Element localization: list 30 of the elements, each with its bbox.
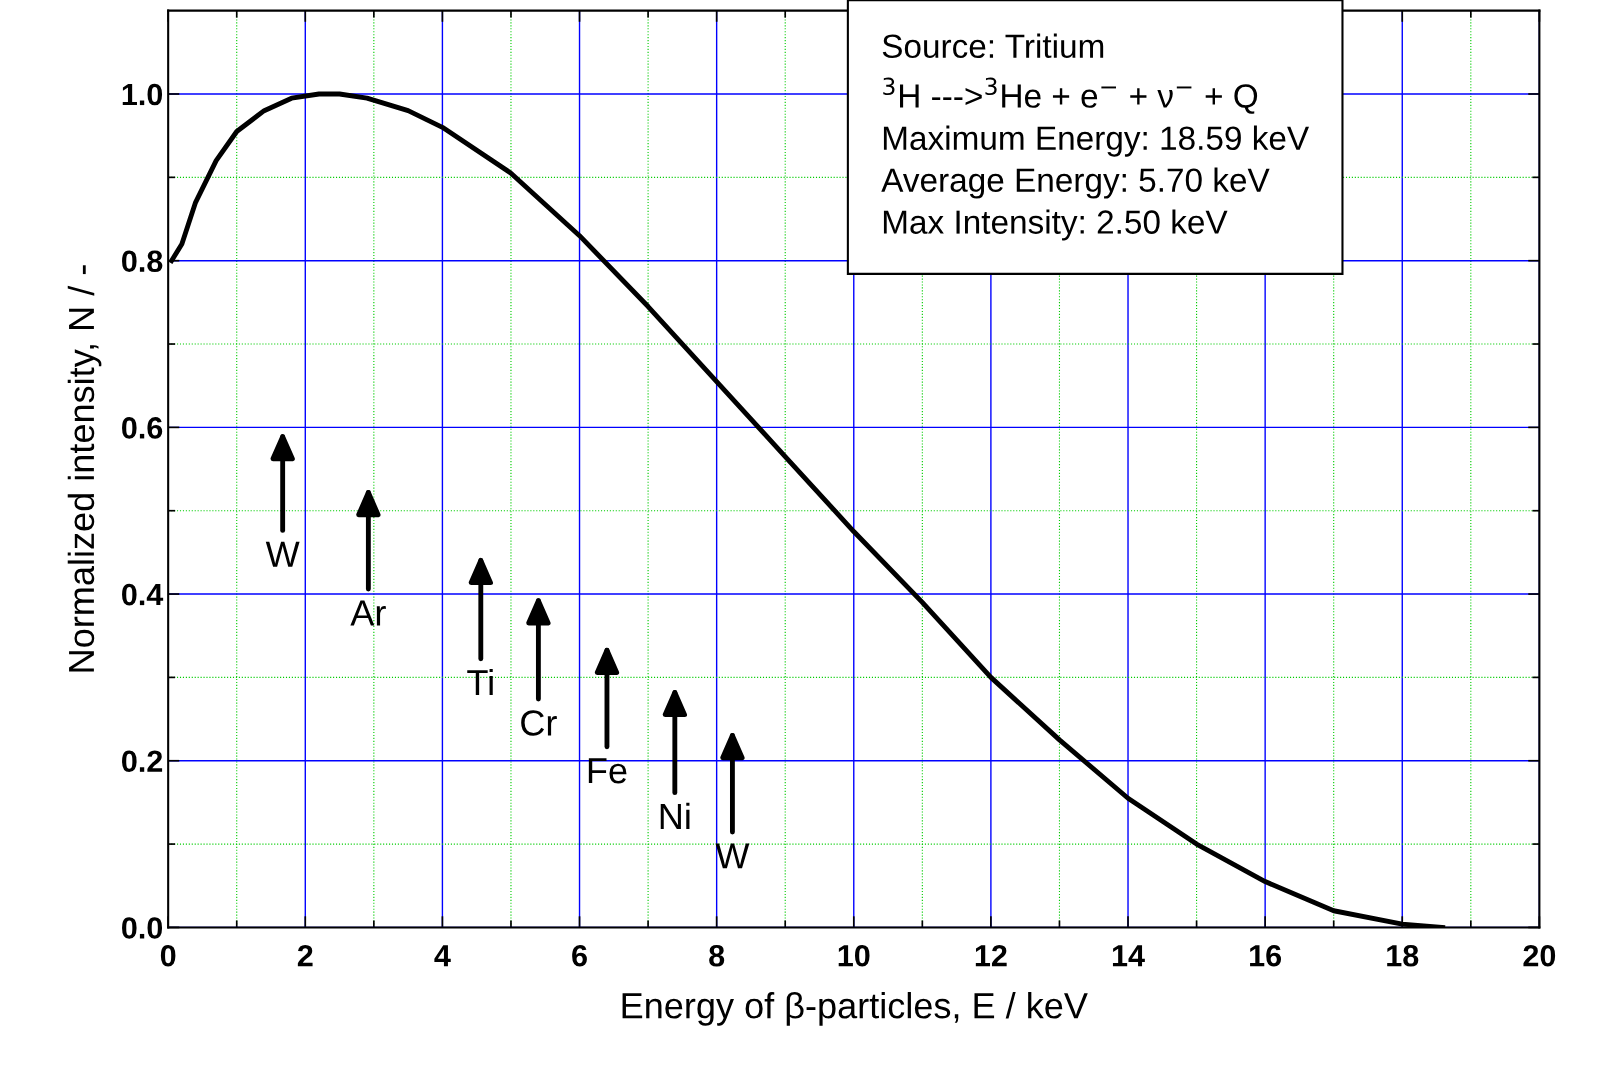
y-tick-label: 0.0 <box>122 917 163 939</box>
x-tick-label: 6 <box>572 944 587 967</box>
x-tick-label: 18 <box>1387 944 1419 967</box>
x-axis-title: Energy of β-particles, E / keV <box>622 992 1088 1026</box>
annotation: Source: Tritium <box>882 33 1104 59</box>
annotation: Ti <box>467 668 493 696</box>
x-tick-label: 4 <box>434 945 451 967</box>
y-tick-label: 0.4 <box>122 583 164 606</box>
y-tick-label: 0.2 <box>122 750 163 773</box>
x-tick-label: 16 <box>1250 944 1282 967</box>
y-axis-title: Normalized intensity, N / - <box>67 265 102 672</box>
x-tick-label: 2 <box>297 944 313 967</box>
y-tick-label: 1.0 <box>122 83 163 106</box>
annotation: Maximum Energy: 18.59 keV <box>883 125 1310 157</box>
x-tick-label: 12 <box>975 944 1007 967</box>
annotation: Max Intensity: 2.50 keV <box>883 209 1228 241</box>
x-tick-label: 20 <box>1523 944 1556 967</box>
annotation: Ar <box>350 600 386 626</box>
annotation: $^{3}$H --->$^{3}$He + e$^{−}$ + ν$^{−}$ + Q <box>883 77 1258 114</box>
x-tick-label: 14 <box>1112 945 1145 967</box>
x-tick-label: 10 <box>838 944 870 967</box>
annotation: Average Energy: 5.70 keV <box>881 167 1270 199</box>
y-tick-label: 0.6 <box>122 417 163 439</box>
x-tick-label: 0 <box>160 944 176 967</box>
annotation: Ni <box>660 802 690 829</box>
y-tick-label: 0.8 <box>122 250 163 273</box>
annotation: Cr <box>521 710 557 736</box>
x-tick-label: 8 <box>709 944 725 967</box>
annotation: Fe <box>588 758 627 784</box>
annotation: W <box>265 541 300 567</box>
